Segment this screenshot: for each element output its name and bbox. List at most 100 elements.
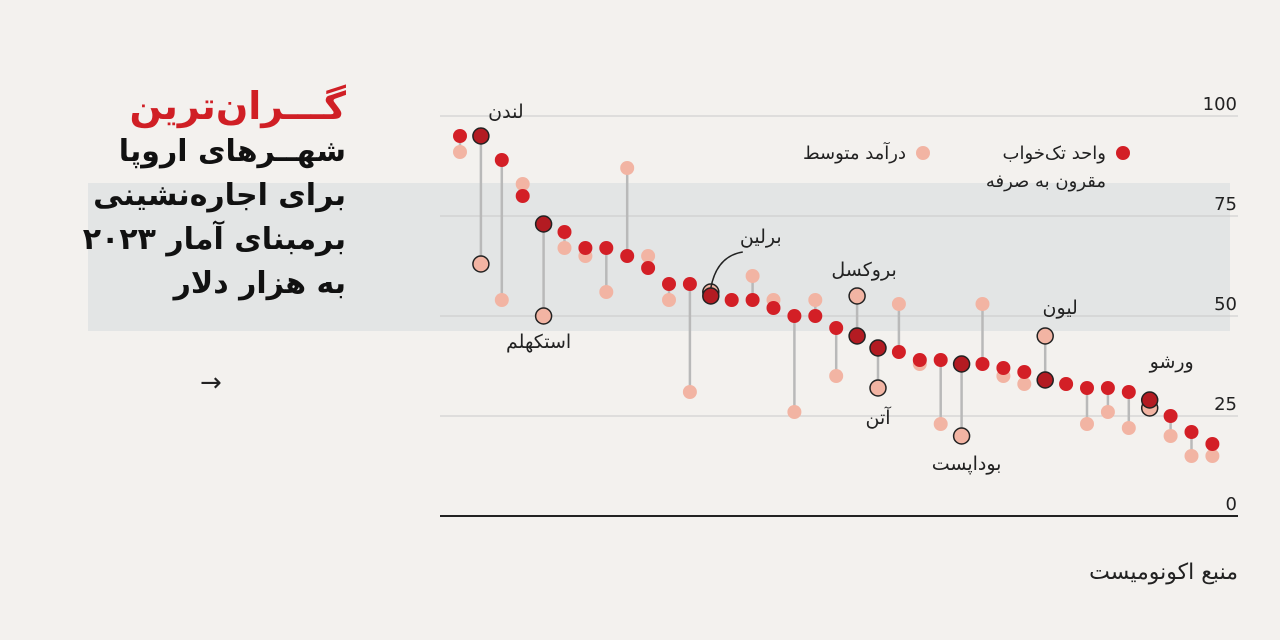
income-point [933, 417, 948, 431]
income-point [1017, 377, 1032, 391]
one-bed-point [975, 357, 990, 371]
income-point [599, 285, 614, 299]
income-point [472, 255, 490, 273]
one-bed-point [724, 293, 739, 307]
berlin-leader-line [710, 251, 743, 289]
y-tick-label: 25 [1214, 394, 1237, 415]
city-label: آتن [865, 405, 891, 429]
income-point [808, 293, 823, 307]
income-point [869, 379, 887, 397]
legend: واحد تک‌خواب مقرون به صرفه درآمد متوسط [803, 140, 1130, 196]
title-line-4: به هزار دلار [173, 266, 346, 301]
income-point [1080, 417, 1094, 431]
city-label: استکهلم [506, 331, 571, 353]
income-point [620, 161, 635, 175]
income-point [745, 269, 760, 283]
income-point [1036, 327, 1054, 345]
one-bed-point [702, 287, 720, 305]
one-bed-point [1205, 437, 1220, 451]
watermark-band [88, 183, 1230, 331]
city-label: بوداپست [932, 453, 1002, 475]
one-bed-point [891, 345, 906, 359]
city-label: برلین [740, 226, 782, 248]
one-bed-point [848, 327, 866, 345]
city-label: لندن [488, 101, 523, 123]
y-tick-label: 75 [1214, 194, 1237, 215]
income-point [662, 293, 676, 307]
one-bed-point [1163, 409, 1178, 423]
income-point [641, 249, 656, 263]
income-point [682, 385, 697, 399]
income-point [1184, 449, 1199, 463]
one-bed-point [745, 293, 760, 307]
one-bed-point [494, 153, 509, 167]
income-point [1163, 429, 1178, 443]
income-point [975, 297, 990, 311]
one-bed-point [996, 361, 1011, 375]
y-tick-label: 50 [1214, 294, 1237, 315]
income-point [453, 145, 467, 159]
one-bed-point [912, 353, 927, 367]
one-bed-point [1017, 365, 1032, 379]
one-bed-point [1140, 391, 1159, 409]
one-bed-points [453, 127, 1220, 451]
one-bed-point [869, 339, 887, 357]
one-bed-point [1080, 381, 1094, 395]
one-bed-point [641, 261, 656, 275]
one-bed-point [933, 353, 948, 367]
city-label: لیون [1043, 297, 1078, 319]
source-note: منبع اکونومیست [1089, 560, 1238, 585]
one-bed-point [787, 309, 802, 323]
one-bed-point [1184, 425, 1199, 439]
city-labels: لندن استکهلم برلین بروکسل آتن بوداپست لیون ورشو [488, 101, 1194, 475]
income-point [515, 177, 530, 191]
y-tick-labels: 0 25 50 75 100 [1203, 94, 1237, 515]
one-bed-point [472, 127, 490, 145]
income-point [829, 369, 844, 383]
title-block: گـــران‌ترین شهــرهای اروپا برای اجاره‌ن… [26, 82, 346, 306]
legend-item-income: درآمد متوسط [803, 140, 930, 168]
legend-label-one-bed: واحد تک‌خواب مقرون به صرفه [985, 143, 1106, 192]
one-bed-point [1059, 377, 1074, 391]
title-line-2: برای اجاره‌نشینی [93, 178, 346, 213]
one-bed-point [578, 241, 593, 255]
income-point [494, 293, 509, 307]
title-highlight: گـــران‌ترین [129, 84, 346, 128]
legend-dot-one-bed [1116, 146, 1130, 160]
income-point [1100, 405, 1115, 419]
y-tick-label: 100 [1203, 94, 1237, 115]
one-bed-point [662, 277, 676, 291]
income-point [534, 307, 553, 325]
income-point [952, 427, 971, 445]
title-line-1: شهــرهای اروپا [118, 134, 346, 169]
y-tick-label: 0 [1226, 494, 1237, 515]
one-bed-point [682, 277, 697, 291]
income-point [848, 287, 866, 305]
one-bed-point [952, 355, 971, 373]
title-line-3: برمبنای آمار ۲۰۲۳ [82, 222, 346, 257]
one-bed-point [1121, 385, 1136, 399]
income-points [453, 145, 1220, 463]
one-bed-point [557, 225, 572, 239]
one-bed-point [620, 249, 635, 263]
one-bed-point [808, 309, 823, 323]
one-bed-point [829, 321, 844, 335]
income-point [891, 297, 906, 311]
legend-label-income: درآمد متوسط [802, 143, 906, 164]
one-bed-point [534, 215, 553, 233]
one-bed-point [766, 301, 781, 315]
income-point [557, 241, 572, 255]
one-bed-point [1100, 381, 1115, 395]
legend-item-one-bed: واحد تک‌خواب مقرون به صرفه [966, 140, 1130, 196]
one-bed-point [453, 129, 467, 143]
legend-dot-income [916, 146, 930, 160]
income-point [1205, 449, 1220, 463]
arrow-right-icon: → [200, 368, 222, 398]
city-label: بروکسل [831, 259, 896, 281]
income-point [1121, 421, 1136, 435]
one-bed-point [1036, 371, 1054, 389]
one-bed-point [599, 241, 614, 255]
income-point [787, 405, 802, 419]
city-label: ورشو [1149, 351, 1194, 373]
